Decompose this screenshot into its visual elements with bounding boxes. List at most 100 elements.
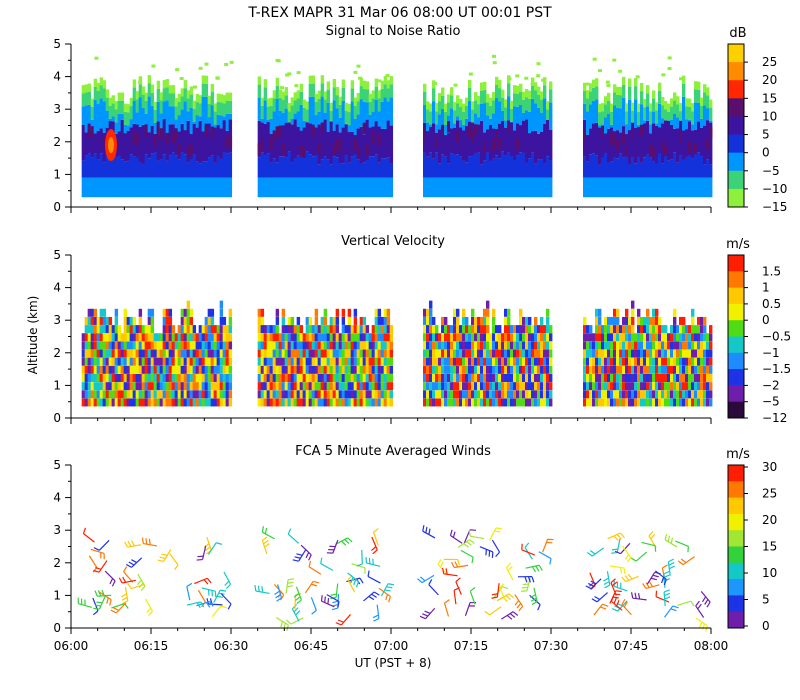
velocity-cell (296, 365, 301, 374)
snr-cell (453, 154, 457, 178)
velocity-cell (305, 333, 310, 342)
velocity-cell (700, 382, 704, 391)
wind-barb-shaft (654, 570, 667, 580)
velocity-cell (260, 325, 265, 334)
snr-cell (586, 98, 590, 112)
velocity-cell (583, 325, 587, 334)
velocity-cell (311, 357, 316, 366)
snr-cell (507, 121, 511, 134)
velocity-cell (311, 325, 316, 334)
velocity-cell (314, 390, 319, 399)
wind-barb-flag (668, 562, 675, 566)
velocity-cell (275, 390, 280, 399)
velocity-cell (697, 333, 701, 342)
velocity-cell (126, 373, 131, 382)
velocity-cell (480, 382, 484, 391)
velocity-cell (465, 349, 469, 358)
snr-cell (362, 162, 367, 178)
wind-barb-flag (327, 597, 330, 605)
velocity-cell (700, 349, 704, 358)
wind-barb-flag (308, 560, 312, 567)
velocity-cell (673, 382, 677, 391)
snr-cell (189, 177, 194, 198)
snr-cell (311, 75, 316, 84)
velocity-cell (189, 390, 194, 399)
velocity-cell (302, 333, 307, 342)
snr-cell (697, 81, 701, 90)
velocity-cell (652, 398, 656, 407)
wind-barb-flag (660, 577, 665, 584)
snr-cell (171, 85, 176, 94)
snr-cell (314, 115, 319, 128)
snr-speckle (179, 76, 184, 80)
velocity-cell (281, 365, 286, 374)
velocity-cell (335, 333, 340, 342)
snr-cell (625, 145, 629, 157)
velocity-cell (123, 349, 128, 358)
snr-cell (305, 109, 310, 123)
snr-cell (96, 177, 101, 198)
snr-cell (706, 177, 710, 198)
velocity-cell (207, 349, 212, 358)
velocity-cell (435, 333, 439, 342)
velocity-cell (640, 357, 644, 366)
snr-cell (219, 115, 224, 129)
velocity-cell (129, 382, 134, 391)
snr-cell (537, 86, 541, 95)
velocity-cell (679, 316, 683, 325)
velocity-cell (123, 382, 128, 391)
velocity-cell (228, 390, 233, 399)
velocity-cell (637, 373, 641, 382)
velocity-cell (429, 373, 433, 382)
snr-cell (673, 152, 677, 178)
snr-cell (586, 111, 590, 135)
snr-cell (423, 152, 427, 178)
snr-cell (441, 124, 445, 137)
velocity-cell (335, 316, 340, 325)
velocity-cell (189, 333, 194, 342)
snr-cell (87, 104, 92, 124)
wind-barb-flag (126, 563, 132, 568)
velocity-cell (634, 341, 638, 350)
snr-speckle (353, 70, 358, 74)
velocity-cell (374, 382, 379, 391)
figure-title: T-REX MAPR 31 Mar 06 08:00 UT 00:01 PST (247, 5, 552, 21)
snr-cell (450, 177, 454, 198)
velocity-cell (195, 365, 200, 374)
velocity-cell (84, 365, 89, 374)
snr-cell (216, 114, 221, 126)
snr-cell (682, 130, 686, 160)
velocity-cell (320, 325, 325, 334)
velocity-cell (383, 373, 388, 382)
wind-barb (330, 583, 339, 600)
velocity-cell (177, 390, 182, 399)
wind-barb-flag (220, 605, 227, 609)
velocity-cell (383, 341, 388, 350)
snr-cell (377, 90, 382, 99)
snr-cell (174, 128, 179, 141)
velocity-cell (383, 316, 388, 325)
velocity-cell (483, 316, 487, 325)
velocity-cell (263, 325, 268, 334)
snr-cell (171, 93, 176, 107)
snr-speckle (585, 82, 590, 86)
velocity-cell (123, 308, 128, 317)
velocity-cell (694, 333, 698, 342)
velocity-cell (383, 398, 388, 407)
wind-barb-flag (645, 582, 650, 588)
velocity-cell (153, 390, 158, 399)
snr-cell (123, 133, 128, 162)
wind-barb-shaft (115, 602, 127, 614)
snr-cell (492, 158, 496, 178)
velocity-cell (661, 349, 665, 358)
wind-barb-flag (422, 613, 429, 617)
colorbar-swatch (728, 497, 744, 515)
velocity-cell (495, 349, 499, 358)
velocity-cell (628, 341, 632, 350)
velocity-cell (477, 382, 481, 391)
x-tick-label: 08:00 (694, 639, 729, 653)
snr-cell (159, 135, 164, 160)
velocity-cell (525, 341, 529, 350)
velocity-cell (592, 341, 596, 350)
